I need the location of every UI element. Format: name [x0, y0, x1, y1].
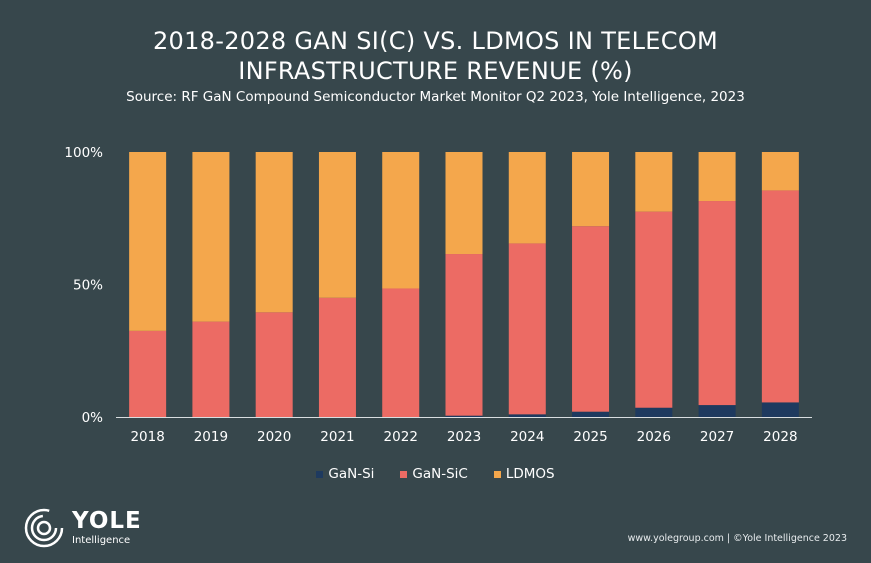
bar-gan-si-2025: [572, 411, 610, 417]
bar-gan-sic-2019: [192, 321, 230, 417]
x-tick-label: 2027: [700, 429, 734, 445]
bar-gan-si-2027: [698, 405, 736, 417]
x-tick-label: 2023: [447, 429, 481, 445]
bar-gan-sic-2021: [318, 297, 356, 417]
bar-gan-sic-2018: [129, 330, 167, 417]
legend-swatch: [400, 470, 408, 478]
x-tick-label: 2024: [510, 429, 544, 445]
yole-logo-icon: [24, 508, 64, 548]
x-tick-label: 2021: [320, 429, 354, 445]
legend-swatch: [493, 470, 501, 478]
logo-subtext: Intelligence: [72, 535, 131, 546]
legend-label: GaN-Si: [328, 466, 375, 482]
bar-gan-sic-2027: [698, 201, 736, 406]
bar-ldmos-2027: [698, 152, 736, 202]
y-tick-label: 0%: [82, 410, 104, 426]
bar-ldmos-2020: [255, 152, 293, 313]
legend-item-ldmos: LDMOS: [493, 466, 555, 482]
bar-gan-sic-2025: [572, 226, 610, 412]
bar-gan-si-2028: [761, 402, 799, 417]
bar-ldmos-2022: [382, 152, 420, 289]
legend-swatch: [316, 470, 324, 478]
bar-ldmos-2026: [635, 152, 673, 212]
bar-ldmos-2021: [318, 152, 356, 298]
bar-ldmos-2028: [761, 152, 799, 191]
bar-ldmos-2025: [572, 152, 610, 227]
bar-gan-sic-2020: [255, 312, 293, 417]
bar-ldmos-2023: [445, 152, 483, 255]
x-tick-label: 2028: [763, 429, 797, 445]
bar-gan-sic-2024: [508, 243, 546, 415]
bar-gan-si-2023: [445, 415, 483, 417]
chart-title-line-2: INFRASTRUCTURE REVENUE (%): [238, 57, 633, 85]
chart-title: 2018-2028 GAN SI(C) VS. LDMOS IN TELECOM…: [0, 26, 871, 86]
x-tick-label: 2025: [573, 429, 607, 445]
chart-title-line-1: 2018-2028 GAN SI(C) VS. LDMOS IN TELECOM: [152, 27, 719, 55]
x-tick-label: 2022: [384, 429, 418, 445]
chart-subtitle: Source: RF GaN Compound Semiconductor Ma…: [126, 89, 745, 105]
yole-logo: YOLE Intelligence: [24, 508, 142, 548]
x-tick-label: 2018: [130, 429, 164, 445]
x-tick-label: 2020: [257, 429, 291, 445]
y-tick-label: 50%: [73, 278, 103, 294]
y-tick-label: 100%: [64, 145, 103, 161]
logo-wordmark: YOLE: [72, 508, 142, 534]
legend-label: GaN-SiC: [412, 466, 468, 482]
bar-gan-si-2026: [635, 407, 673, 417]
bar-gan-sic-2028: [761, 190, 799, 403]
bar-gan-si-2024: [508, 414, 546, 417]
legend-item-gan-si: GaN-Si: [316, 466, 374, 482]
footer-credit: www.yolegroup.com | ©Yole Intelligence 2…: [627, 533, 847, 544]
x-tick-label: 2026: [637, 429, 671, 445]
legend-label: LDMOS: [505, 466, 555, 482]
bar-gan-sic-2022: [382, 288, 420, 417]
bar-gan-sic-2023: [445, 254, 483, 416]
bar-ldmos-2018: [129, 152, 167, 331]
bar-ldmos-2024: [508, 152, 546, 244]
legend: GaN-Si GaN-SiC LDMOS: [0, 466, 871, 482]
bar-ldmos-2019: [192, 152, 230, 322]
legend-item-gan-sic: GaN-SiC: [400, 466, 468, 482]
bar-gan-sic-2026: [635, 211, 673, 408]
x-tick-label: 2019: [194, 429, 228, 445]
